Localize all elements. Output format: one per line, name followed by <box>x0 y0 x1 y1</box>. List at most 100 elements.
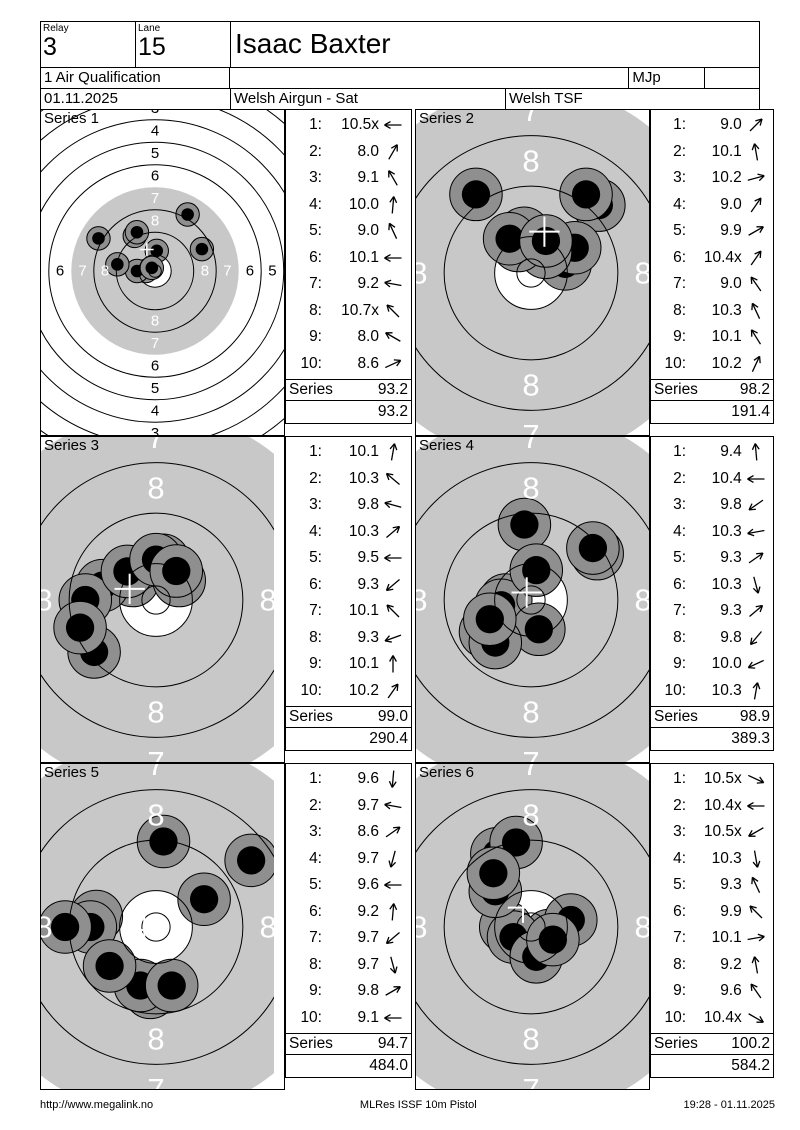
shot-direction <box>742 249 773 267</box>
shot-value: 10.3 <box>711 522 742 540</box>
shot-number: 2: <box>309 796 322 814</box>
shot-value: 10.7x <box>341 301 379 319</box>
shot-direction-arrow-icon <box>389 956 398 974</box>
shot-value: 9.3 <box>720 602 742 620</box>
shot-number: 3: <box>673 823 687 841</box>
shot-row: 4: 9.0 <box>651 192 773 218</box>
shot-value: 10.0 <box>711 655 742 673</box>
shot-row: 5: 9.9 <box>651 218 773 244</box>
shot-row: 3: 9.1 <box>286 165 411 191</box>
shot-direction <box>379 929 411 947</box>
shot-value: 9.0 <box>720 195 742 213</box>
shot-row: 5: 9.5 <box>286 545 411 571</box>
shot-value: 10.4x <box>703 796 742 814</box>
shot-number: 1: <box>673 116 687 134</box>
empty-cell <box>705 68 759 88</box>
shot-number: 4: <box>309 195 322 213</box>
shot-value: 9.2 <box>357 902 379 920</box>
header-table: Relay 3 Lane 15 Isaac Baxter 1 Air Quali… <box>40 21 760 112</box>
shooter-name: Isaac Baxter <box>235 28 391 59</box>
shot-row: 7: 9.2 <box>286 271 411 297</box>
series-title: Series 3 <box>44 437 100 454</box>
shot-value: 9.1 <box>357 1008 379 1026</box>
shot-direction-arrow-icon <box>389 195 398 214</box>
shot-direction-arrow-icon <box>747 827 764 838</box>
shot-direction <box>742 1009 773 1027</box>
shot-value: 9.8 <box>720 496 742 514</box>
shot-number: 7: <box>673 929 687 947</box>
shot-direction-arrow-icon <box>384 1013 402 1022</box>
shot-direction-arrow-icon <box>752 576 761 594</box>
shot-direction-arrow-icon <box>746 474 765 483</box>
shot-direction-arrow-icon <box>389 655 397 673</box>
shot-number: 9: <box>673 982 687 1000</box>
shot-direction <box>742 549 773 567</box>
shot-number: 9: <box>309 328 322 346</box>
shot-direction-arrow-icon <box>384 279 402 288</box>
shot-row: 5: 9.3 <box>651 545 773 571</box>
shot-value: 10.2 <box>711 354 742 372</box>
shot-value: 10.1 <box>348 443 379 461</box>
shot-number: 7: <box>673 602 687 620</box>
shot-direction <box>379 169 411 187</box>
shot-value: 9.9 <box>720 222 742 240</box>
ring-number: 8 <box>147 1022 164 1057</box>
shot-direction <box>742 470 773 488</box>
shot-direction <box>742 576 773 594</box>
series-score-cell: 1: 9.0 2: 10.1 3: 10.2 4: 9.0 5: 9.9 6: 10.4x 7: 9.0 8… <box>650 109 774 436</box>
shot-direction-arrow-icon <box>751 142 760 161</box>
shot-list: 1: 9.6 2: 9.7 3: 8.6 4: 9.7 5: 9.6 6: 9.2 7: 9.7 8: 9.7… <box>285 763 412 1034</box>
shot-number: 10: <box>300 1008 322 1026</box>
shot-direction <box>742 655 773 673</box>
cumulative-total-value: 484.0 <box>369 1057 408 1074</box>
ring-number: 8 <box>259 583 274 618</box>
shot-direction <box>379 143 411 161</box>
column-gap <box>412 763 415 1090</box>
shot-number: 7: <box>309 929 322 947</box>
shot-hole <box>559 167 613 222</box>
shot-direction <box>742 496 773 514</box>
series-score-cell: 1: 10.5x 2: 8.0 3: 9.1 4: 10.0 5: 9.0 6: 10.1 7: 9.2 8… <box>285 109 412 436</box>
series-total-label: Series <box>654 708 698 725</box>
shot-direction-arrow-icon <box>749 630 762 645</box>
shot-value: 10.4 <box>711 469 742 487</box>
shot-row: 10: 8.6 <box>286 351 411 377</box>
shot-hole <box>136 814 191 869</box>
shot-direction-arrow-icon <box>751 355 761 372</box>
shot-value: 9.3 <box>357 628 379 646</box>
shot-direction <box>742 823 773 841</box>
shot-direction-arrow-icon <box>388 170 398 186</box>
shot-number: 7: <box>673 275 687 293</box>
shot-value: 9.7 <box>357 849 379 867</box>
shot-value: 9.0 <box>357 222 379 240</box>
shot-value: 10.5x <box>703 770 742 788</box>
shot-value: 8.6 <box>357 823 379 841</box>
shot-hole <box>82 939 137 993</box>
series-grid: Series 13333444455556666777788881:10.5x2… <box>40 109 774 1090</box>
ring-number: 8 <box>522 695 539 730</box>
shot-number: 2: <box>309 469 322 487</box>
shot-number: 6: <box>673 902 687 920</box>
shot-direction <box>379 797 411 815</box>
shot-direction <box>379 770 411 789</box>
shot-direction <box>742 328 773 346</box>
series-total-label: Series <box>289 1035 333 1052</box>
shot-row: 4: 9.7 <box>286 846 411 872</box>
ring-number: 3 <box>151 425 159 435</box>
shot-direction <box>379 1009 411 1027</box>
shot-row: 2: 10.4x <box>651 793 773 819</box>
ring-number: 7 <box>147 745 164 762</box>
shot-direction-arrow-icon <box>747 173 765 182</box>
shot-direction <box>379 116 411 134</box>
shot-list: 1: 10.1 2: 10.3 3: 9.8 4: 10.3 5: 9.5 6: 9.3 7: 10.1 8… <box>285 436 412 707</box>
shot-direction <box>742 275 773 293</box>
footer-printed: 19:28 - 01.11.2025 <box>683 1099 775 1111</box>
ring-number: 8 <box>634 256 649 291</box>
shot-direction-arrow-icon <box>389 443 398 461</box>
series-total-label: Series <box>654 1035 698 1052</box>
shot-direction-arrow-icon <box>386 525 401 538</box>
shot-row: 10: 10.2 <box>286 678 411 704</box>
shot-direction-arrow-icon <box>750 877 760 894</box>
shot-row: 4: 10.3 <box>651 846 773 872</box>
